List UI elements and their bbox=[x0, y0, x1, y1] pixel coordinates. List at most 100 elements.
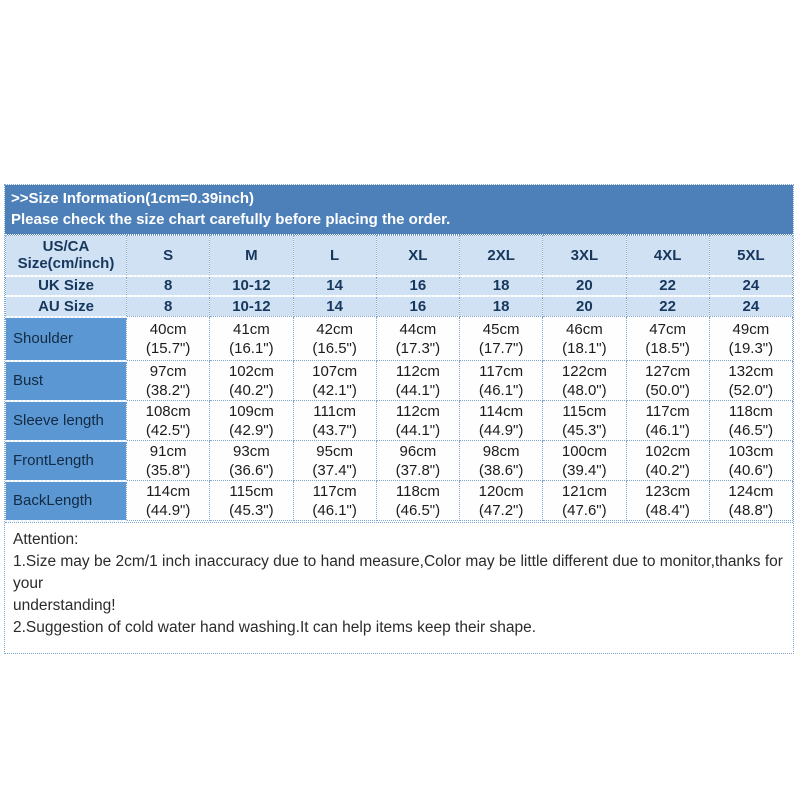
header-row: US/CA Size(cm/inch) S M L XL 2XL 3XL 4XL… bbox=[5, 235, 794, 277]
cm-value: 97cm bbox=[149, 362, 187, 380]
uk-size-value: 18 bbox=[458, 275, 544, 297]
inch-value: (52.0") bbox=[728, 381, 774, 399]
cm-value: 111cm bbox=[313, 402, 357, 420]
attention-line-3: 2.Suggestion of cold water hand washing.… bbox=[13, 618, 537, 636]
cm-value: 95cm bbox=[316, 442, 353, 460]
cm-value: 127cm bbox=[645, 362, 691, 380]
inch-value: (43.7") bbox=[312, 421, 357, 439]
cm-value: 40cm bbox=[149, 320, 187, 338]
au-size-value: 24 bbox=[708, 295, 794, 317]
measure-cell: 117cm (46.1") bbox=[292, 480, 377, 521]
inch-value: (40.2") bbox=[229, 381, 274, 399]
inch-value: (18.1") bbox=[562, 339, 607, 357]
cm-value: 47cm bbox=[649, 320, 686, 338]
cm-value: 112cm bbox=[395, 362, 440, 380]
cm-value: 91cm bbox=[149, 442, 187, 460]
inch-value: (47.2") bbox=[478, 501, 524, 519]
measure-cell: 120cm (47.2") bbox=[458, 480, 544, 521]
measure-label: Bust bbox=[5, 359, 127, 402]
cm-value: 118cm bbox=[395, 482, 440, 500]
inch-value: (17.3") bbox=[395, 339, 441, 357]
cm-value: 117cm bbox=[645, 402, 690, 420]
cm-value: 114cm bbox=[479, 402, 524, 420]
inch-value: (36.6") bbox=[229, 461, 274, 479]
inch-value: (42.9") bbox=[229, 421, 274, 439]
inch-value: (48.8") bbox=[728, 501, 774, 519]
inch-value: (46.5") bbox=[728, 421, 774, 439]
inch-value: (46.1") bbox=[478, 381, 524, 399]
uk-size-row: UK Size 8 10-12 14 16 18 20 22 24 bbox=[5, 275, 794, 297]
measure-row-bust: Bust 97cm (38.2") 102cm (40.2") 107cm (42.1… bbox=[5, 359, 794, 402]
cm-value: 132cm bbox=[728, 362, 774, 380]
inch-value: (15.7") bbox=[145, 339, 191, 357]
cm-value: 108cm bbox=[145, 402, 191, 420]
uk-size-value: 22 bbox=[625, 275, 710, 297]
measure-label: BackLength bbox=[5, 479, 127, 522]
au-size-value: 16 bbox=[375, 295, 461, 317]
cm-value: 44cm bbox=[399, 320, 437, 338]
attention-title: Attention: bbox=[13, 530, 79, 548]
inch-value: (40.2") bbox=[645, 461, 690, 479]
measure-cell: 102cm (40.2") bbox=[209, 360, 294, 401]
measure-row-shoulder: Shoulder 40cm (15.7") 41cm (16.1") 42cm (16… bbox=[5, 315, 794, 362]
cm-value: 45cm bbox=[482, 320, 520, 338]
inch-value: (18.5") bbox=[645, 339, 690, 357]
uk-size-value: 10-12 bbox=[209, 275, 294, 297]
cm-value: 102cm bbox=[228, 362, 274, 380]
inch-value: (42.5") bbox=[145, 421, 191, 439]
inch-value: (40.6") bbox=[728, 461, 774, 479]
cm-value: 46cm bbox=[566, 320, 603, 338]
measure-cell: 118cm (46.5") bbox=[375, 480, 461, 521]
measure-cell: 107cm (42.1") bbox=[292, 360, 377, 401]
inch-value: (47.6") bbox=[562, 501, 607, 519]
measure-cell: 102cm (40.2") bbox=[625, 440, 710, 481]
inch-value: (46.1") bbox=[312, 501, 357, 519]
cm-value: 121cm bbox=[561, 482, 607, 500]
au-size-row: AU Size 8 10-12 14 16 18 20 22 24 bbox=[5, 295, 794, 317]
size-chart-table: US/CA Size(cm/inch) S M L XL 2XL 3XL 4XL… bbox=[5, 235, 794, 522]
size-header-5xl: 5XL bbox=[708, 235, 794, 277]
size-header-3xl: 3XL bbox=[542, 235, 627, 277]
cm-value: 117cm bbox=[312, 482, 357, 500]
inch-value: (37.4") bbox=[312, 461, 357, 479]
inch-value: (45.3") bbox=[562, 421, 607, 439]
cm-value: 117cm bbox=[479, 362, 524, 380]
size-chart-banner: >>Size Information(1cm=0.39inch) Please … bbox=[5, 185, 793, 235]
cm-value: 42cm bbox=[316, 320, 353, 338]
banner-subtitle: Please check the size chart carefully be… bbox=[11, 211, 451, 228]
measure-cell: 117cm (46.1") bbox=[458, 360, 544, 401]
au-size-value: 18 bbox=[458, 295, 544, 317]
measure-row-front-length: FrontLength 91cm (35.8") 93cm (36.6") 95cm… bbox=[5, 439, 794, 482]
cm-value: 93cm bbox=[233, 442, 270, 460]
measure-cell: 98cm (38.6") bbox=[458, 440, 544, 481]
measure-cell: 111cm (43.7") bbox=[292, 400, 377, 441]
cm-value: 114cm bbox=[146, 482, 191, 500]
uk-size-value: 16 bbox=[375, 275, 461, 297]
measure-cell: 123cm (48.4") bbox=[625, 480, 710, 521]
inch-value: (17.7") bbox=[478, 339, 524, 357]
measure-cell: 44cm (17.3") bbox=[375, 316, 461, 361]
measure-cell: 95cm (37.4") bbox=[292, 440, 377, 481]
corner-line2: Size(cm/inch) bbox=[17, 255, 115, 273]
corner-cell: US/CA Size(cm/inch) bbox=[5, 235, 127, 277]
cm-value: 100cm bbox=[561, 442, 607, 460]
cm-value: 112cm bbox=[395, 402, 440, 420]
measure-cell: 118cm (46.5") bbox=[708, 400, 794, 441]
measure-cell: 115cm (45.3") bbox=[209, 480, 294, 521]
inch-value: (42.1") bbox=[312, 381, 357, 399]
measure-cell: 124cm (48.8") bbox=[708, 480, 794, 521]
cm-value: 122cm bbox=[561, 362, 607, 380]
measure-cell: 40cm (15.7") bbox=[125, 316, 211, 361]
size-header-xl: XL bbox=[375, 235, 461, 277]
inch-value: (16.5") bbox=[312, 339, 357, 357]
uk-size-value: 14 bbox=[292, 275, 377, 297]
cm-value: 103cm bbox=[728, 442, 774, 460]
cm-value: 118cm bbox=[728, 402, 773, 420]
measure-cell: 46cm (18.1") bbox=[542, 316, 627, 361]
cm-value: 41cm bbox=[233, 320, 270, 338]
measure-row-back-length: BackLength 114cm (44.9") 115cm (45.3") 117… bbox=[5, 479, 794, 522]
size-header-4xl: 4XL bbox=[625, 235, 710, 277]
corner-line1: US/CA bbox=[42, 238, 90, 256]
uk-size-value: 24 bbox=[708, 275, 794, 297]
size-header-2xl: 2XL bbox=[458, 235, 544, 277]
